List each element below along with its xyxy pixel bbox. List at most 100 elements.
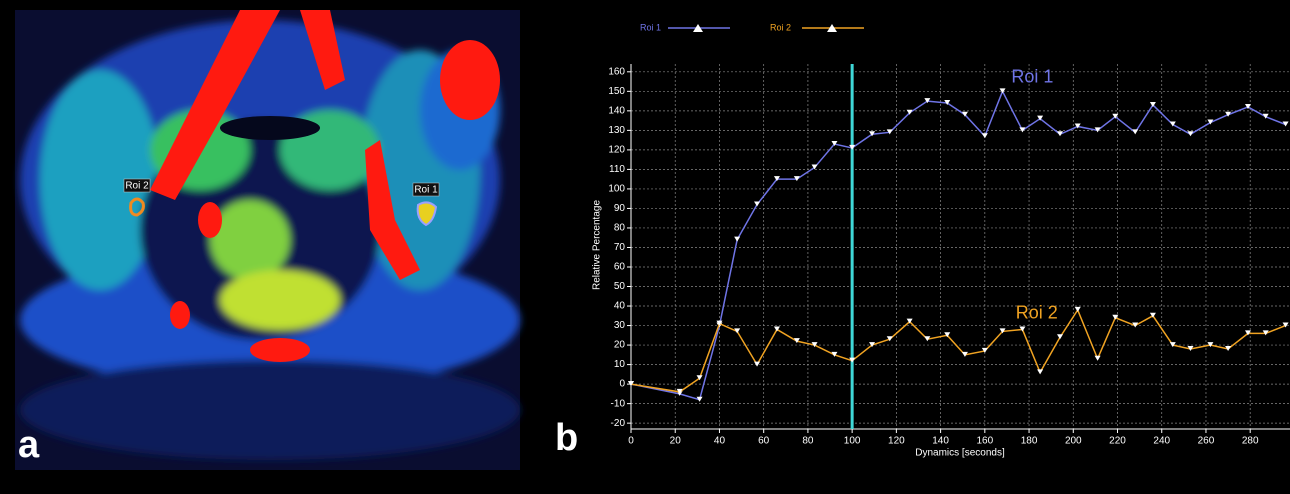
x-tick-label: 40: [714, 436, 726, 447]
roi-2-outline: [129, 197, 145, 217]
y-tick-label: 70: [614, 242, 626, 253]
x-tick-label: 160: [976, 436, 993, 447]
y-tick-label: 0: [619, 379, 625, 390]
x-tick-label: 140: [932, 436, 949, 447]
data-point: [811, 164, 818, 170]
y-tick-label: 50: [614, 281, 626, 292]
y-tick-label: 150: [608, 86, 625, 97]
data-point: [849, 144, 856, 150]
data-point: [1094, 127, 1101, 133]
x-tick-label: 240: [1153, 436, 1170, 447]
vessel: [250, 338, 310, 362]
x-tick-label: 180: [1021, 436, 1038, 447]
x-tick-label: 80: [802, 436, 814, 447]
data-point: [869, 342, 876, 348]
data-point: [734, 328, 741, 334]
data-point: [961, 111, 968, 117]
data-point: [886, 129, 893, 135]
data-point: [1282, 121, 1289, 127]
y-tick-label: -20: [611, 418, 626, 429]
x-tick-label: 20: [670, 436, 682, 447]
x-tick-label: 220: [1109, 436, 1126, 447]
y-tick-label: 10: [614, 359, 626, 370]
data-point: [716, 320, 723, 326]
x-tick-label: 200: [1065, 436, 1082, 447]
data-point: [924, 98, 931, 104]
data-point: [1057, 131, 1064, 137]
y-tick-label: 100: [608, 184, 625, 195]
data-point: [906, 109, 913, 115]
y-tick-label: 40: [614, 301, 626, 312]
y-tick-label: 60: [614, 262, 626, 273]
data-point: [1244, 103, 1251, 109]
data-point: [981, 133, 988, 139]
y-tick-label: 110: [609, 164, 625, 175]
data-point: [1094, 355, 1101, 361]
data-point: [773, 326, 780, 332]
data-point: [944, 100, 951, 106]
y-tick-label: 80: [614, 223, 626, 234]
data-point: [1169, 342, 1176, 348]
y-tick-label: 160: [608, 66, 625, 77]
data-point: [1262, 113, 1269, 119]
data-point: [793, 176, 800, 182]
vessel: [150, 10, 280, 200]
data-point: [999, 88, 1006, 94]
data-point: [1149, 101, 1156, 107]
y-tick-label: -10: [611, 398, 626, 409]
data-point: [1132, 322, 1139, 328]
data-point: [754, 201, 761, 207]
data-point: [924, 336, 931, 342]
legend-label: Roi 2: [770, 22, 791, 32]
roi-label: Roi 1: [414, 185, 438, 196]
data-point: [1037, 369, 1044, 375]
y-tick-label: 120: [608, 145, 625, 156]
data-point: [869, 131, 876, 137]
vessel: [365, 140, 420, 280]
legend-marker: [693, 24, 703, 32]
data-point: [676, 388, 683, 394]
data-point: [1074, 306, 1081, 312]
data-point: [1187, 131, 1194, 137]
data-point: [1112, 314, 1119, 320]
data-point: [831, 141, 838, 147]
data-point: [849, 357, 856, 363]
data-point: [1149, 312, 1156, 318]
vessel: [198, 202, 222, 238]
legend-marker: [827, 24, 837, 32]
y-tick-label: 20: [614, 340, 626, 351]
data-point: [1187, 345, 1194, 351]
data-point: [1074, 123, 1081, 129]
data-point: [944, 332, 951, 338]
data-point: [1019, 127, 1026, 133]
y-tick-label: 90: [614, 203, 626, 214]
x-tick-label: 100: [844, 436, 861, 447]
y-tick-label: 30: [614, 320, 626, 331]
x-axis-label: Dynamics [seconds]: [915, 448, 1005, 459]
data-point: [696, 396, 703, 402]
annotation: Roi 2: [1016, 303, 1058, 323]
data-point: [628, 381, 634, 387]
roi-label-box: [123, 178, 151, 193]
data-point: [1262, 330, 1269, 336]
vessel: [170, 301, 190, 329]
data-point: [1207, 342, 1214, 348]
mri-image: Roi 2 Roi 1 a: [15, 10, 520, 470]
x-tick-label: 120: [888, 436, 905, 447]
data-point: [773, 176, 780, 182]
data-point: [696, 375, 703, 381]
data-point: [734, 236, 741, 242]
data-point: [1112, 113, 1119, 119]
data-point: [1207, 119, 1214, 125]
data-point: [981, 347, 988, 353]
legend-label: Roi 1: [640, 22, 661, 32]
panel-label: b: [555, 417, 578, 459]
data-point: [1225, 111, 1232, 117]
x-tick-label: 60: [758, 436, 770, 447]
data-point: [1225, 345, 1232, 351]
x-tick-label: 260: [1198, 436, 1215, 447]
data-point: [811, 342, 818, 348]
data-point: [1019, 326, 1026, 332]
